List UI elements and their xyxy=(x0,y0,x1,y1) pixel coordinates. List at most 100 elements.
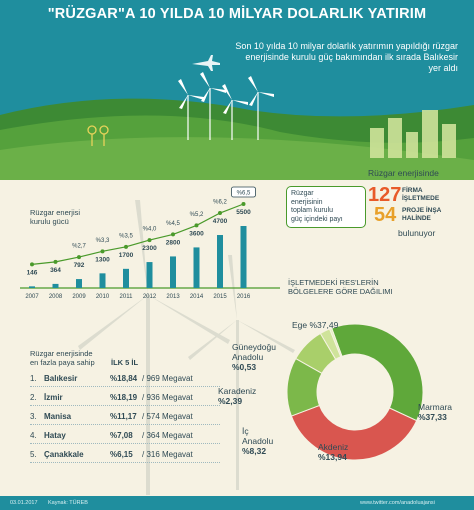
stats-outro: bulunuyor xyxy=(398,228,436,238)
top5-title-3: İLK 5 İL xyxy=(111,358,139,367)
bar xyxy=(76,279,82,288)
footer-source: Kaynak: TÜREB xyxy=(48,500,88,506)
share-label: %3,5 xyxy=(119,233,133,239)
top5-mw: / 316 Megavat xyxy=(142,450,193,459)
share-point xyxy=(218,211,222,216)
top5-name: Hatay xyxy=(44,431,66,440)
regional-distribution-chart: Ege %37,49Marmara%37,33Akdeniz%13,94İçAn… xyxy=(218,320,452,462)
value-label: 4700 xyxy=(213,218,228,225)
top5-name: Çanakkale xyxy=(44,450,84,459)
value-label: 2800 xyxy=(166,239,181,246)
top5-pct: %18,19 xyxy=(110,393,138,402)
top5-mw: / 574 Megavat xyxy=(142,412,193,421)
value-label: 146 xyxy=(27,269,38,276)
top5-title-1: Rüzgar enerjisinde xyxy=(30,349,93,358)
year-label: 2013 xyxy=(166,294,180,300)
top5-row: 1. Balıkesir %18,84 / 969 Megavat xyxy=(30,372,220,387)
share-callout: Rüzgar enerjisinin toplam kurulu güç içi… xyxy=(286,186,366,228)
callout-line: güç içindeki payı xyxy=(291,215,343,223)
top5-rank: 4. xyxy=(30,431,37,440)
stats-intro: Rüzgar enerjisinde xyxy=(368,168,439,178)
share-point xyxy=(194,223,199,228)
share-point xyxy=(241,202,246,206)
callout-line: Rüzgar xyxy=(291,190,314,197)
slice-name: Anadolu xyxy=(232,352,263,362)
top5-mw: / 936 Megavat xyxy=(142,393,193,402)
value-label: 5500 xyxy=(236,209,251,216)
footer-bar: 03.01.2017 Kaynak: TÜREB www.twitter.com… xyxy=(0,496,474,510)
share-label: %6,5 xyxy=(237,191,251,197)
value-label: 792 xyxy=(74,262,85,269)
slice-value: %8,32 xyxy=(242,446,266,456)
share-point xyxy=(124,244,128,249)
bar xyxy=(123,268,129,288)
slice-name: Anadolu xyxy=(242,436,273,446)
share-point xyxy=(77,255,81,260)
top5-mw: / 364 Megavat xyxy=(142,431,193,440)
donut-slice xyxy=(331,323,424,422)
bar xyxy=(52,283,59,288)
value-label: 364 xyxy=(50,267,61,274)
year-label: 2011 xyxy=(120,294,134,300)
share-label: %3,3 xyxy=(96,238,110,244)
pie-title-2: BÖLGELERE GÖRE DAĞILIMI xyxy=(288,287,393,296)
donut-slice xyxy=(290,404,418,461)
year-label: 2009 xyxy=(72,294,86,300)
top5-rank: 2. xyxy=(30,393,37,402)
construction-label-2: HALİNDE xyxy=(402,215,431,222)
callout-line: enerjisinin xyxy=(291,198,323,206)
top5-pct: %18,84 xyxy=(110,374,138,383)
intro-text: Son 10 yılda 10 milyar dolarlık yatırımı… xyxy=(235,41,458,73)
slice-value: %2,39 xyxy=(218,396,242,406)
year-label: 2016 xyxy=(237,294,251,300)
top5-name: Balıkesir xyxy=(44,374,78,383)
bar xyxy=(170,256,176,288)
value-label: 2300 xyxy=(142,245,157,252)
installed-capacity-chart: 146 2007 364 2008 792 2009 1300 2010 1700 2011 230… xyxy=(20,186,280,300)
year-label: 2010 xyxy=(96,294,110,300)
slice-name: Karadeniz xyxy=(218,386,256,396)
top5-title-2: en fazla paya sahip xyxy=(30,358,95,367)
top5-row: 5. Çanakkale %6,15 / 316 Megavat xyxy=(30,448,220,463)
landscape-illustration xyxy=(0,55,474,180)
top5-pct: %11,17 xyxy=(110,412,137,421)
donut-slice xyxy=(328,327,343,358)
bar xyxy=(193,247,200,288)
slice-name: Akdeniz xyxy=(318,442,348,452)
top5-name: İzmir xyxy=(44,393,63,402)
top5-row: 2. İzmir %18,19 / 936 Megavat xyxy=(30,391,220,406)
share-point xyxy=(53,259,58,264)
turbine-silhouettes xyxy=(78,200,295,495)
year-label: 2008 xyxy=(49,294,63,300)
slice-label: Ege %37,49 xyxy=(292,320,339,330)
bar xyxy=(99,273,106,288)
year-label: 2007 xyxy=(25,294,39,300)
chart-title-1: Rüzgar enerjisi xyxy=(30,208,81,217)
share-label: %4,0 xyxy=(143,227,157,233)
footer-links[interactable]: www.twitter.com/anadoluajansi xyxy=(360,500,435,506)
share-label: %2,7 xyxy=(72,244,86,250)
operating-label-1: FİRMA xyxy=(402,187,423,194)
value-label: 3600 xyxy=(189,230,204,237)
share-point xyxy=(147,238,152,243)
top5-name: Manisa xyxy=(44,412,72,421)
bar xyxy=(146,262,153,288)
top5-row: 3. Manisa %11,17 / 574 Megavat xyxy=(30,410,220,425)
share-point xyxy=(100,249,105,254)
pie-title-1: İŞLETMEDEKİ RES'LERİN xyxy=(288,278,379,287)
share-highlight-box xyxy=(231,186,256,198)
year-label: 2012 xyxy=(143,294,157,300)
bar xyxy=(29,286,35,288)
top5-rank: 5. xyxy=(30,450,37,459)
operating-count: 127 xyxy=(368,184,402,206)
slice-name: Marmara xyxy=(418,402,452,412)
share-line xyxy=(31,203,244,265)
operating-label-2: İŞLETMEDE xyxy=(402,195,440,202)
share-point xyxy=(171,232,175,237)
value-label: 1700 xyxy=(119,252,134,259)
callout-line: toplam kurulu xyxy=(291,207,334,214)
construction-label-1: PROJE İNŞA xyxy=(402,207,442,214)
top5-pct: %7,08 xyxy=(110,431,133,440)
construction-count: 54 xyxy=(374,204,397,226)
